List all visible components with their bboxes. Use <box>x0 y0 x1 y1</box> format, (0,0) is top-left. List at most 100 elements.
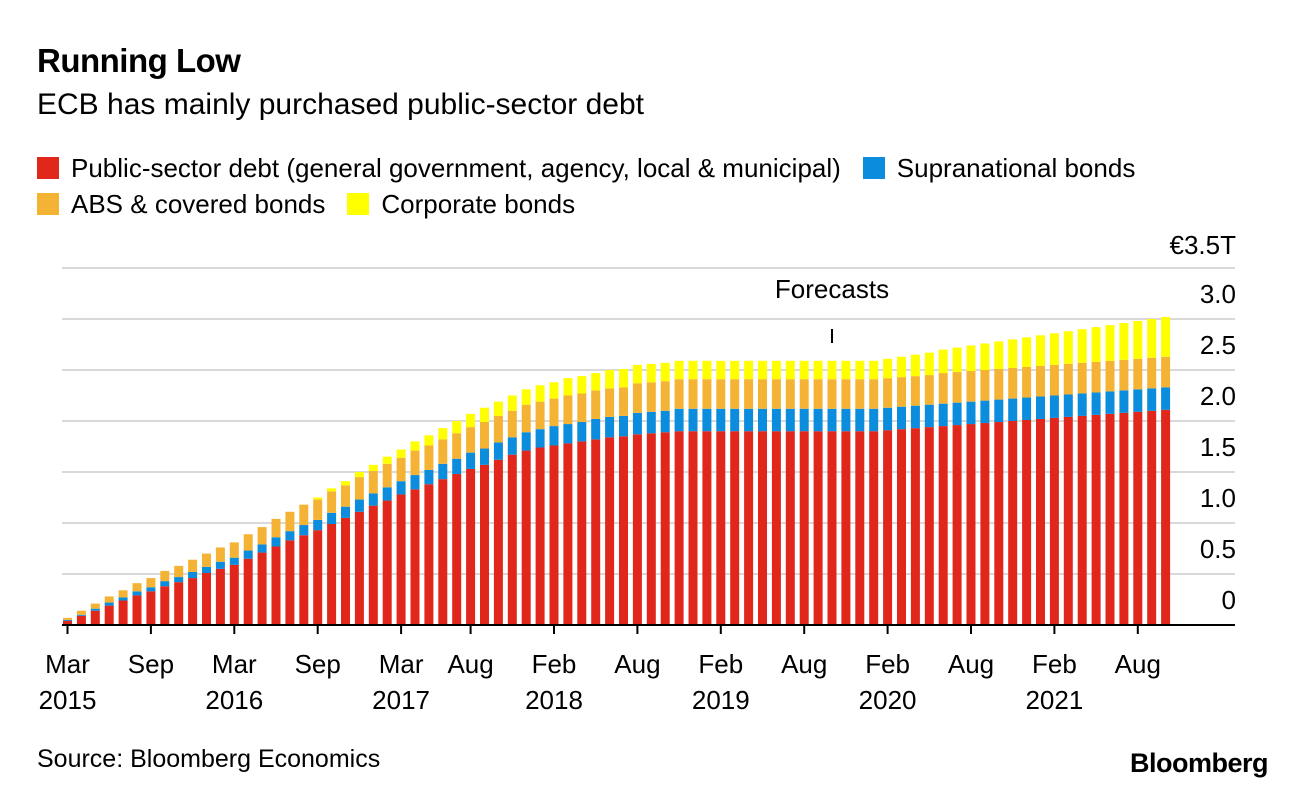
bar-segment <box>1161 387 1171 410</box>
bar-segment <box>869 360 879 380</box>
bar-segment <box>897 429 906 625</box>
bar-segment <box>799 408 809 432</box>
bar-segment <box>688 408 698 432</box>
x-tick-label-year: 2020 <box>859 685 917 715</box>
bar-segment <box>76 615 86 625</box>
bar-segment <box>215 547 225 562</box>
bar-segment <box>841 360 851 380</box>
bar-segment <box>771 360 781 380</box>
bar-segment <box>215 561 225 569</box>
bar-segment <box>730 408 740 432</box>
bar-segment <box>410 475 420 490</box>
bar-segment <box>410 450 420 476</box>
bar-segment <box>758 431 767 625</box>
bar-segment <box>1161 316 1171 357</box>
source-note: Source: Bloomberg Economics <box>37 745 381 773</box>
bar-segment <box>118 600 128 625</box>
bar-segment <box>257 544 267 553</box>
bar-segment <box>758 408 767 432</box>
bar-segment <box>744 408 754 432</box>
bar-segment <box>799 360 809 380</box>
bar-segment <box>813 431 823 625</box>
bar-segment <box>104 596 114 603</box>
bar-segment <box>535 401 545 430</box>
bar-segment <box>452 421 462 434</box>
bar-segment <box>966 345 976 372</box>
bar-segment <box>452 458 462 475</box>
bar-segment <box>674 360 684 380</box>
bar-segment <box>438 428 448 440</box>
bar-segment <box>952 347 962 373</box>
bar-segment <box>382 456 392 464</box>
bar-segment <box>785 379 795 409</box>
legend-item-public-sector: Public-sector debt (general government, … <box>37 153 841 184</box>
bar-segment <box>994 422 1004 625</box>
bar-segment <box>299 504 309 526</box>
bar-segment <box>646 363 656 383</box>
bar-segment <box>118 590 128 598</box>
y-tick-label: 0.5 <box>1200 534 1236 564</box>
bar-segment <box>271 518 281 538</box>
bar-segment <box>883 430 893 625</box>
bar-segment <box>327 524 337 625</box>
bar-segment <box>702 360 712 380</box>
bar-segment <box>1049 333 1059 365</box>
bar-segment <box>1036 418 1045 625</box>
bar-segment <box>257 527 267 545</box>
bar-segment <box>341 481 350 486</box>
bar-segment <box>938 373 948 404</box>
bar-segment <box>855 431 865 625</box>
bar-segment <box>1008 339 1018 368</box>
bar-segment <box>1049 417 1059 625</box>
bar-segment <box>924 427 934 625</box>
bar-segment <box>1063 416 1073 625</box>
bar-segment <box>1091 361 1101 393</box>
bar-segment <box>1008 367 1018 399</box>
bar-segment <box>521 404 531 433</box>
bar-segment <box>202 572 211 625</box>
bar-segment <box>1105 391 1115 414</box>
bar-segment <box>577 376 587 394</box>
bar-segment <box>424 445 434 470</box>
bar-segment <box>910 428 920 625</box>
bar-segment <box>341 506 350 518</box>
bar-segment <box>605 388 615 417</box>
x-tick-label-month: Sep <box>295 649 341 679</box>
legend-item-corporate: Corporate bonds <box>347 189 575 220</box>
bar-segment <box>1036 335 1045 366</box>
bar-segment <box>1049 364 1059 396</box>
bar-segment <box>994 341 1004 369</box>
bar-segment <box>799 431 809 625</box>
bar-segment <box>1147 410 1157 625</box>
bar-segment <box>285 540 295 625</box>
bar-segment <box>897 377 906 407</box>
bar-segment <box>869 408 879 432</box>
x-tick-label-month: Feb <box>532 649 577 679</box>
bar-segment <box>1133 389 1143 412</box>
bar-segment <box>827 379 837 409</box>
x-tick-label-month: Aug <box>614 649 660 679</box>
bar-segment <box>382 500 392 625</box>
bar-segment <box>646 382 656 412</box>
bar-segment <box>688 379 698 409</box>
bar-segment <box>688 431 698 625</box>
bar-segment <box>716 360 726 380</box>
bar-segment <box>480 448 489 465</box>
legend-label-supranational: Supranational bonds <box>896 152 1136 183</box>
bar-segment <box>980 423 990 625</box>
bar-segment <box>1063 394 1073 417</box>
bar-segment <box>535 447 545 625</box>
bar-segment <box>438 463 448 480</box>
bar-segment <box>1161 356 1171 388</box>
bar-segment <box>243 550 253 559</box>
bar-segment <box>646 411 656 434</box>
bar-segment <box>1133 358 1143 390</box>
bar-segment <box>938 426 948 625</box>
bar-segment <box>1077 415 1087 625</box>
bar-segment <box>438 439 448 464</box>
bar-segment <box>63 620 72 625</box>
bar-segment <box>396 449 406 458</box>
bar-segment <box>535 429 545 448</box>
legend-item-supranational: Supranational bonds <box>862 152 1136 184</box>
